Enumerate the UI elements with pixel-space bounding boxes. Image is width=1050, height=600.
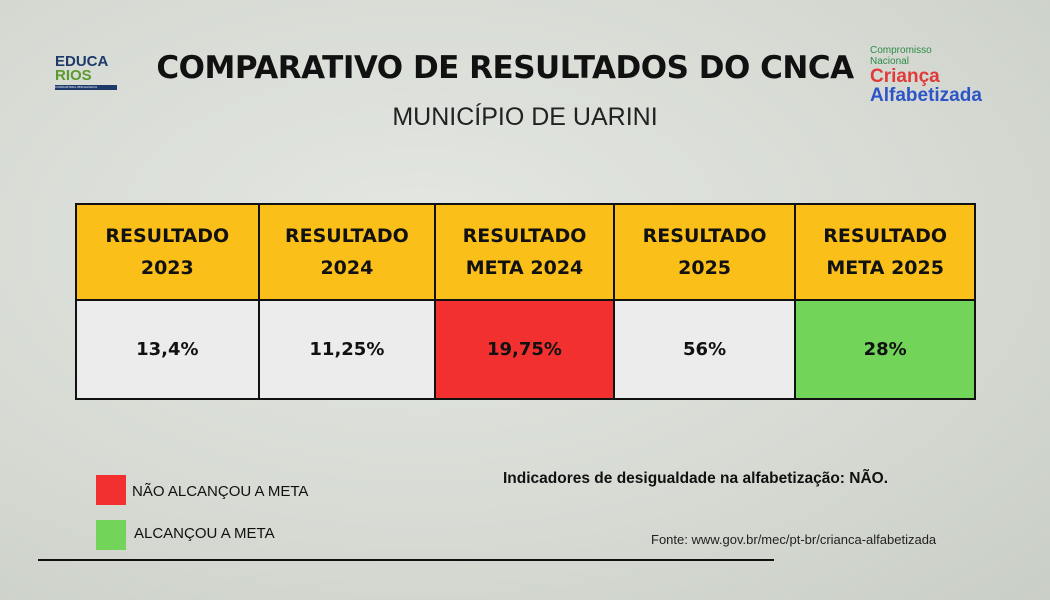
results-table: RESULTADO 2023 RESULTADO 2024 RESULTADO MET…: [75, 203, 976, 400]
header-cell: RESULTADO META 2024: [434, 203, 615, 301]
header-line: 2023: [140, 257, 194, 279]
logo-text: Nacional: [870, 56, 909, 67]
value-cell-meta-2025: 28%: [794, 299, 976, 400]
header-line: 2024: [320, 257, 374, 279]
page-title: COMPARATIVO DE RESULTADOS DO CNCA: [156, 50, 854, 86]
educarios-logo: EDUCA RIOS CONSULTORIA PEDAGÓGICA: [55, 53, 125, 95]
value-cell-2023: 13,4%: [75, 299, 260, 400]
header-line: RESULTADO: [105, 225, 230, 247]
header-cell: RESULTADO 2023: [75, 203, 260, 301]
logo-text: EDUCA: [55, 53, 109, 70]
value-row: 13,4% 11,25% 19,75% 56% 28%: [75, 299, 976, 400]
legend-swatch-green: [96, 520, 126, 550]
crianca-alfabetizada-logo: Compromisso Nacional Criança Alfabetizad…: [870, 45, 1010, 105]
legend-swatch-red: [96, 475, 126, 505]
logo-tagline: CONSULTORIA PEDAGÓGICA: [55, 85, 117, 90]
header-line: RESULTADO: [642, 225, 767, 247]
logo-text: Alfabetizada: [870, 85, 982, 106]
legend-label-not-reached: NÃO ALCANÇOU A META: [132, 483, 309, 500]
header-line: META 2024: [465, 257, 584, 279]
header-cell: RESULTADO 2024: [257, 203, 437, 301]
logo-text: Compromisso: [870, 45, 932, 56]
inequality-note: Indicadores de desigualdade na alfabetiz…: [503, 470, 889, 487]
page-subtitle: MUNICÍPIO DE UARINI: [392, 103, 658, 131]
header-line: META 2025: [826, 257, 944, 279]
header-line: RESULTADO: [823, 225, 948, 247]
header-line: 2025: [678, 257, 732, 279]
logo-text: Criança: [870, 66, 940, 87]
divider: [38, 559, 774, 561]
header-row: RESULTADO 2023 RESULTADO 2024 RESULTADO MET…: [75, 203, 976, 301]
value-cell-meta-2024: 19,75%: [434, 299, 615, 400]
legend-label-reached: ALCANÇOU A META: [134, 525, 275, 542]
header-cell: RESULTADO 2025: [612, 203, 797, 301]
value-cell-2025: 56%: [612, 299, 797, 400]
source-text: Fonte: www.gov.br/mec/pt-br/crianca-alfa…: [651, 532, 937, 547]
value-cell-2024: 11,25%: [257, 299, 437, 400]
logo-text: RIOS: [55, 67, 92, 84]
header-line: RESULTADO: [462, 225, 587, 247]
header-line: RESULTADO: [284, 225, 409, 247]
header-cell: RESULTADO META 2025: [794, 203, 976, 301]
